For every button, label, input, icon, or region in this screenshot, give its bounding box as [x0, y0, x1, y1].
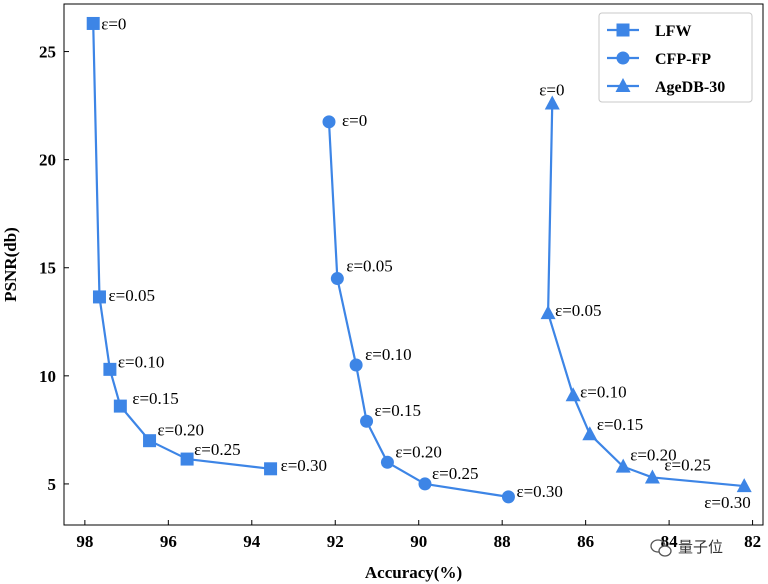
point-label: ε=0.20	[158, 421, 204, 440]
data-point	[615, 458, 631, 473]
x-tick-label: 82	[744, 532, 761, 551]
legend-label: AgeDB-30	[655, 79, 725, 96]
point-label: ε=0.15	[597, 415, 643, 434]
x-tick-label: 92	[327, 532, 344, 551]
legend-label: CFP-FP	[655, 51, 711, 68]
series-lfw: ε=0 ε=0.05 ε=0.10 ε=0.15 ε=0.20ε=0.25 ε=0.30	[86, 14, 327, 476]
point-label: ε=0	[342, 111, 367, 130]
point-label: ε=0.05	[108, 286, 154, 305]
data-point	[418, 477, 432, 491]
y-tick-label: 15	[39, 259, 56, 278]
point-label: ε=0.05	[555, 301, 601, 320]
series-line	[546, 103, 745, 488]
wechat-icon	[650, 539, 672, 557]
point-label: ε=0.15	[375, 401, 421, 420]
data-point	[143, 434, 157, 448]
point-label: ε=0.10	[580, 382, 626, 401]
data-point	[380, 455, 394, 469]
data-point	[582, 426, 598, 441]
legend-marker	[616, 23, 630, 37]
x-axis-label: Accuracy(%)	[365, 563, 462, 582]
point-label: ε=0.20	[630, 446, 676, 465]
series-cfp-fp: ε=0 ε=0.05 ε=0.10 ε=0.15 ε=0.20 ε=0.25 ε=0.30	[322, 111, 563, 504]
point-label: ε=0.05	[346, 257, 392, 276]
legend-label: LFW	[655, 23, 691, 40]
x-tick-label: 90	[410, 532, 427, 551]
data-point	[565, 387, 581, 402]
data-point	[736, 478, 752, 493]
series-agedb-30: ε=0 ε=0.05 ε=0.10 ε=0.15 ε=0.20ε=0.25 ε=0.30	[539, 80, 752, 512]
data-point	[330, 272, 344, 286]
point-label: ε=0.15	[132, 389, 178, 408]
data-point	[360, 414, 374, 428]
point-label: ε=0.30	[516, 482, 562, 501]
series-line	[327, 121, 509, 498]
y-tick-label: 25	[39, 43, 56, 62]
data-point	[544, 95, 560, 110]
data-point	[180, 452, 194, 466]
data-point	[113, 399, 127, 413]
x-tick-label: 94	[243, 532, 261, 551]
y-axis-label: PSNR(db)	[1, 227, 20, 302]
data-point	[92, 290, 106, 304]
x-tick-label: 86	[577, 532, 594, 551]
legend-frame	[598, 12, 753, 103]
point-label: ε=0.25	[664, 455, 710, 474]
point-label: ε=0.10	[118, 352, 164, 371]
x-tick-label: 96	[160, 532, 177, 551]
x-tick-label: 98	[76, 532, 93, 551]
point-label: ε=0.10	[365, 345, 411, 364]
point-label: ε=0.20	[395, 442, 441, 461]
legend-marker	[615, 78, 631, 92]
data-point	[644, 469, 660, 484]
data-point	[86, 16, 100, 30]
y-tick-label: 20	[39, 151, 56, 170]
point-label: ε=0.25	[194, 440, 240, 459]
point-label: ε=0	[539, 80, 564, 99]
data-point	[264, 462, 278, 476]
legend: LFW CFP-FP AgeDB-30	[598, 12, 753, 103]
point-label: ε=0.30	[704, 493, 750, 512]
point-label: ε=0	[101, 14, 126, 33]
data-point	[349, 358, 363, 372]
watermark-text: 量子位	[678, 538, 723, 556]
y-tick-label: 10	[39, 367, 56, 386]
point-label: ε=0.25	[432, 464, 478, 483]
data-point	[322, 115, 336, 129]
data-point	[540, 305, 556, 320]
legend-marker	[616, 51, 630, 65]
plot-frame	[63, 3, 764, 526]
point-label: ε=0.30	[281, 456, 327, 475]
data-point	[103, 362, 117, 376]
data-point	[501, 490, 515, 504]
x-tick-label: 88	[494, 532, 511, 551]
y-tick-label: 5	[48, 475, 57, 494]
watermark: 量子位	[650, 538, 723, 557]
